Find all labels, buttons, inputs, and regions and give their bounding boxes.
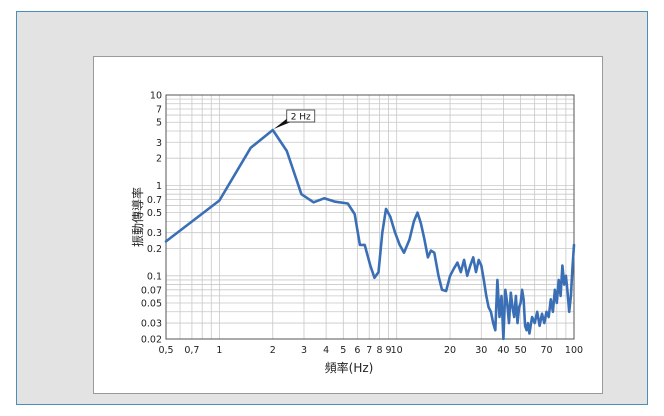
- y-tick-label: 3: [156, 138, 162, 149]
- y-tick-label: 7: [156, 105, 162, 116]
- outer-frame: 0,5 0,7 1 2 3 4 5 6 7 8 9 10 20 30 40 50 70 100 10 7 5 3 2 1 0.…: [16, 11, 648, 405]
- x-tick-label: 3: [301, 345, 307, 356]
- x-tick-label: 20: [444, 345, 456, 356]
- y-tick-label: 1: [156, 181, 162, 192]
- x-tick-label: 0,7: [184, 345, 199, 356]
- y-tick-label: 0.07: [141, 285, 162, 296]
- annotation-box: [286, 109, 316, 123]
- x-tick-label: 40: [497, 345, 509, 356]
- x-tick-label: 7: [366, 345, 372, 356]
- y-tick-label: 0.02: [141, 335, 162, 346]
- x-axis-label: 頻率(Hz): [325, 360, 374, 375]
- x-tick-label: 2: [270, 345, 276, 356]
- x-tick-label: 4: [323, 345, 329, 356]
- y-tick-label: 5: [156, 118, 162, 129]
- chart-card: 0,5 0,7 1 2 3 4 5 6 7 8 9 10 20 30 40 50 70 100 10 7 5 3 2 1 0.…: [93, 56, 603, 394]
- x-tick-label: 10: [391, 345, 403, 356]
- annotation-label: 2 Hz: [291, 113, 311, 123]
- x-tick-label: 50: [515, 345, 527, 356]
- y-tick-label: 0.5: [147, 208, 162, 219]
- x-axis-ticks: 0,5 0,7 1 2 3 4 5 6 7 8 9 10 20 30 40 50 70 100: [158, 345, 583, 356]
- series-line: [164, 128, 576, 341]
- series: [164, 128, 576, 341]
- x-tick-label: 9: [386, 345, 392, 356]
- y-tick-label: 10: [150, 91, 162, 102]
- x-tick-label: 8: [376, 345, 382, 356]
- x-tick-label: 5: [340, 345, 346, 356]
- y-axis-ticks: 10 7 5 3 2 1 0.7 0.5 0.3 0.2 0.1 0.07 0.05 0.03 0.02: [141, 91, 162, 346]
- x-tick-label: 0,5: [158, 345, 173, 356]
- y-tick-label: 0.3: [147, 228, 162, 239]
- x-tick-label: 30: [475, 345, 487, 356]
- x-tick-label: 100: [565, 345, 583, 356]
- y-tick-label: 0.05: [141, 299, 162, 310]
- vibration-transmissibility-chart: 0,5 0,7 1 2 3 4 5 6 7 8 9 10 20 30 40 50 70 100 10753210.…: [130, 91, 583, 376]
- plot-frame: [165, 94, 575, 340]
- x-tick-label: 6: [354, 345, 360, 356]
- y-tick-label: 2: [156, 154, 162, 165]
- y-tick-label: 0.1: [147, 271, 162, 282]
- y-tick-label: 0.2: [147, 244, 162, 255]
- x-tick-label: 1: [216, 345, 222, 356]
- y-axis-label: 振動傳導率: [130, 187, 145, 247]
- y-tick-label: 0.7: [147, 195, 162, 206]
- x-tick-label: 70: [540, 345, 552, 356]
- y-tick-label: 0.03: [141, 319, 162, 330]
- annotations: 2 Hz: [273, 109, 316, 130]
